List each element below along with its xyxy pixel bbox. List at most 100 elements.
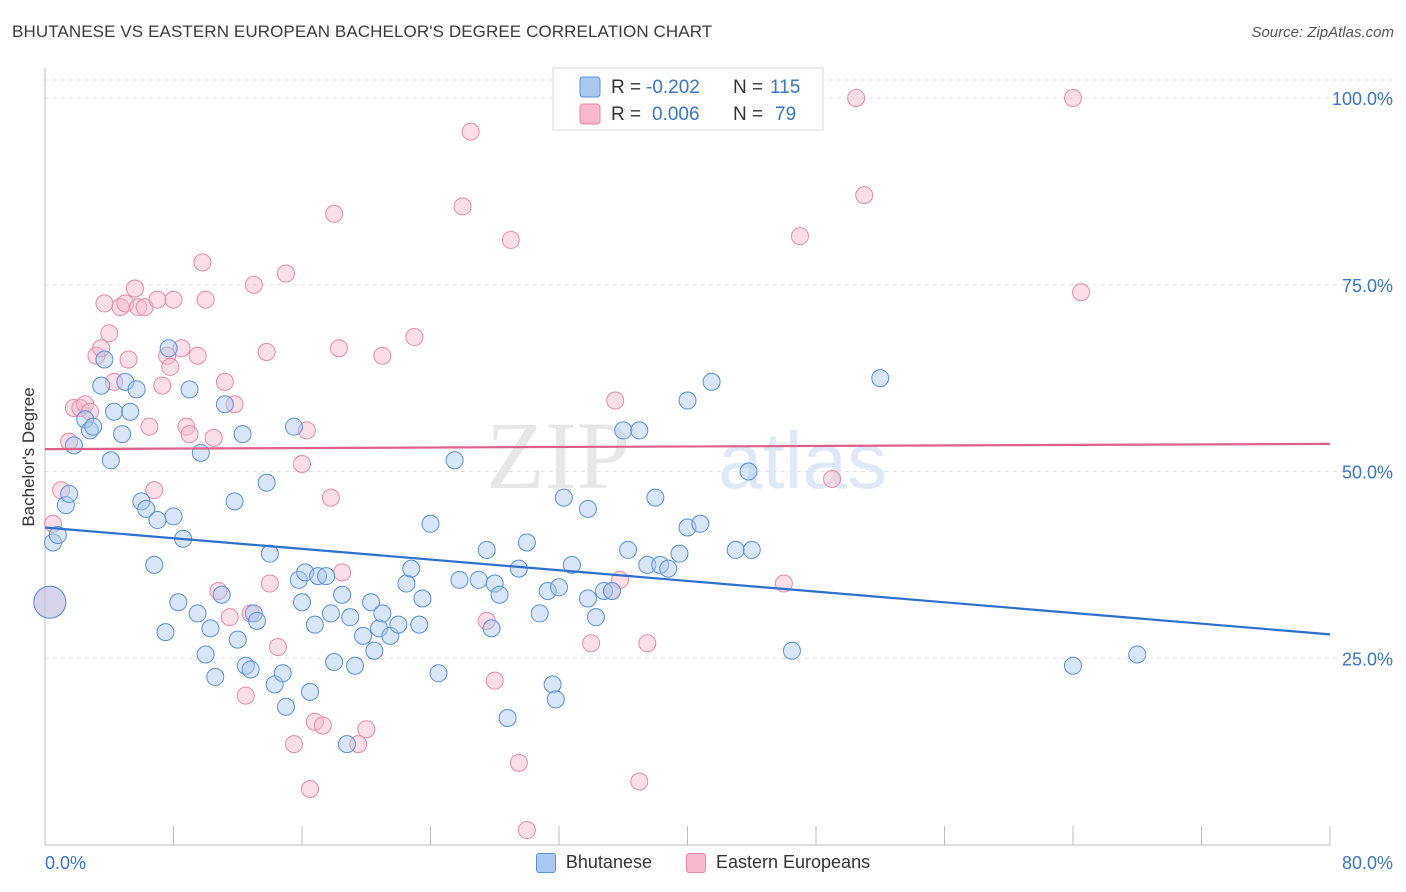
bhutanese-point [337, 735, 356, 754]
bhutanese-point [301, 682, 320, 701]
eastern-point [1072, 283, 1091, 302]
bhutanese-point [105, 402, 124, 421]
eastern-point [236, 686, 255, 705]
bhutanese-point [659, 559, 678, 578]
grid-lines [45, 79, 1392, 659]
bhutanese-point [421, 514, 440, 533]
y-tick-label: 25.0% [1342, 649, 1393, 669]
bhutanese-point [121, 402, 140, 421]
stats-legend-box: R = -0.202 N = 115 R = 0.006 N = 79 [552, 67, 824, 131]
eastern-point [357, 720, 376, 739]
bhutanese-point [362, 593, 381, 612]
bhutanese-point [293, 593, 311, 612]
eastern-point [509, 753, 528, 772]
bhutanese-point [742, 540, 761, 559]
bhutanese-point [445, 451, 464, 470]
bhutanese-point [341, 608, 360, 627]
bhutanese-point [402, 559, 421, 578]
eastern-point [847, 89, 866, 107]
trend-lines [44, 442, 1331, 636]
bottom-legend: Bhutanese Eastern Europeans [0, 852, 1406, 873]
watermark: ZIP atlas [486, 402, 887, 509]
source-label: Source: ZipAtlas.com [1251, 24, 1394, 41]
eastern-point [790, 227, 809, 246]
bhutanese-point [477, 540, 496, 559]
chart-title: BHUTANESE VS EASTERN EUROPEAN BACHELOR'S… [12, 22, 713, 41]
n-value-2: 79 [775, 104, 796, 125]
bhutanese-point [550, 578, 568, 597]
bhutanese-point [871, 369, 890, 388]
eastern-point [204, 428, 223, 447]
eastern-point [257, 342, 276, 361]
bhutanese-point [284, 417, 303, 436]
bhutanese-point [562, 555, 581, 574]
legend-label-eastern: Eastern Europeans [715, 852, 871, 872]
bhutanese-trend-line [44, 526, 1331, 636]
bhutanese-point [517, 533, 536, 552]
bhutanese-point [305, 615, 324, 634]
eastern-point [119, 350, 138, 369]
eastern-point [193, 253, 212, 272]
eastern-point [630, 772, 649, 791]
legend-item-bhutanese[interactable]: Bhutanese [535, 852, 652, 873]
tick-labels: 25.0% 50.0% 75.0% 100.0% 0.0% 80.0% [45, 89, 1393, 873]
r-value-2: 0.006 [652, 104, 700, 125]
bhutanese-point [354, 626, 373, 645]
eastern-point [582, 634, 601, 653]
bhutanese-point [469, 570, 488, 589]
bhutanese-point [578, 499, 597, 518]
bhutanese-point [490, 585, 509, 604]
bhutanese-point [156, 623, 175, 642]
bhutanese-point [148, 511, 167, 530]
x-tick-label: 0.0% [45, 853, 86, 873]
legend-item-eastern[interactable]: Eastern Europeans [685, 852, 871, 873]
bhutanese-point [782, 641, 801, 660]
eastern-point [405, 328, 424, 347]
eastern-point [188, 346, 207, 365]
bhutanese-point [578, 589, 597, 608]
bhutanese-points [33, 339, 1147, 754]
bhutanese-point [169, 593, 188, 612]
eastern-swatch [579, 103, 601, 125]
bhutanese-point [691, 514, 710, 533]
bhutanese-point [726, 540, 745, 559]
eastern-point [293, 455, 311, 474]
eastern-point [284, 735, 303, 754]
eastern-point [140, 417, 159, 436]
eastern-point [225, 395, 244, 414]
bhutanese-point [127, 380, 146, 399]
bhutanese-point [429, 664, 448, 683]
eastern-point [158, 346, 177, 365]
x-tick-label: 80.0% [1342, 853, 1393, 873]
bhutanese-point [113, 425, 132, 444]
bhutanese-point [619, 540, 638, 559]
bhutanese-point [325, 652, 344, 671]
eastern-point [1064, 89, 1082, 107]
bhutanese-point [646, 488, 665, 507]
bhutanese-point [233, 425, 252, 444]
bhutanese-point [257, 473, 276, 492]
bhutanese-point [228, 630, 247, 649]
bhutanese-point [370, 619, 389, 638]
bhutanese-legend-swatch [535, 852, 556, 873]
eastern-point [373, 346, 392, 365]
eastern-point [95, 294, 114, 313]
bhutanese-point [164, 507, 183, 526]
y-tick-label: 100.0% [1332, 89, 1393, 109]
bhutanese-point [509, 559, 528, 578]
bhutanese-point [554, 488, 573, 507]
bhutanese-point [739, 462, 758, 481]
bhutanese-point [365, 641, 384, 660]
bhutanese-point [145, 555, 164, 574]
bhutanese-point [201, 619, 220, 638]
bhutanese-point [206, 667, 225, 686]
eastern-point [268, 638, 287, 657]
eastern-point [301, 779, 320, 798]
eastern-point [638, 634, 657, 653]
bhutanese-point [482, 619, 501, 638]
eastern-point [260, 574, 279, 593]
bhutanese-point [101, 451, 120, 470]
r-label-1: R = [611, 77, 641, 98]
eastern-points [33, 89, 1091, 840]
bhutanese-point [276, 697, 295, 716]
